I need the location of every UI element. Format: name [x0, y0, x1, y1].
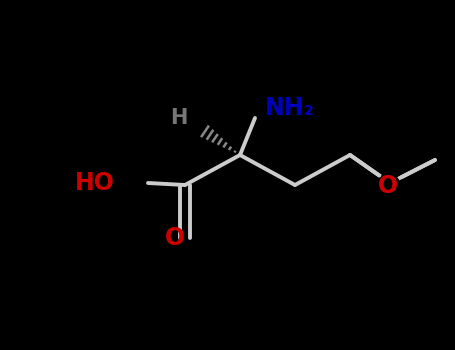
- Text: NH₂: NH₂: [265, 96, 315, 120]
- Circle shape: [376, 174, 400, 198]
- Text: H: H: [171, 108, 188, 128]
- Text: HO: HO: [75, 171, 115, 195]
- Text: O: O: [165, 226, 185, 250]
- Text: O: O: [378, 174, 398, 198]
